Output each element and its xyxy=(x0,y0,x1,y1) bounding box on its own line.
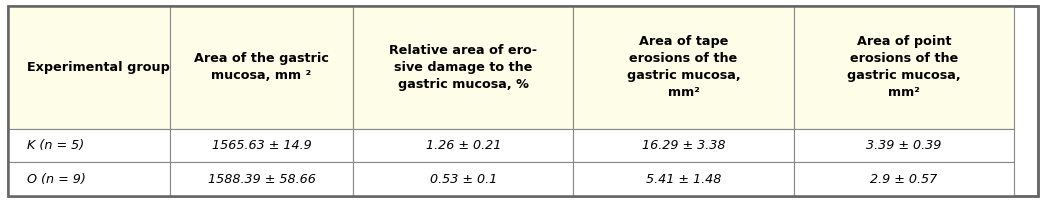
Bar xyxy=(169,162,354,196)
Bar xyxy=(8,162,169,196)
Text: Area of tape
erosions of the
gastric mucosa,
mm²: Area of tape erosions of the gastric muc… xyxy=(627,35,741,99)
Text: 16.29 ± 3.38: 16.29 ± 3.38 xyxy=(642,139,725,152)
Bar xyxy=(169,6,354,128)
Bar xyxy=(794,162,1014,196)
Bar xyxy=(8,6,169,128)
Bar xyxy=(794,128,1014,162)
Text: 3.39 ± 0.39: 3.39 ± 0.39 xyxy=(866,139,941,152)
Text: 0.53 ± 0.1: 0.53 ± 0.1 xyxy=(430,173,497,186)
Text: Area of point
erosions of the
gastric mucosa,
mm²: Area of point erosions of the gastric mu… xyxy=(847,35,960,99)
Text: Relative area of ero-
sive damage to the
gastric mucosa, %: Relative area of ero- sive damage to the… xyxy=(389,44,538,91)
Text: K (n = 5): K (n = 5) xyxy=(27,139,85,152)
Bar xyxy=(354,162,573,196)
Text: 5.41 ± 1.48: 5.41 ± 1.48 xyxy=(645,173,722,186)
Bar xyxy=(573,128,794,162)
Text: O (n = 9): O (n = 9) xyxy=(27,173,86,186)
Text: Experimental group: Experimental group xyxy=(27,61,170,74)
Bar xyxy=(573,162,794,196)
Bar xyxy=(169,128,354,162)
Bar xyxy=(354,128,573,162)
Bar xyxy=(573,6,794,128)
Text: Area of the gastric
mucosa, mm ²: Area of the gastric mucosa, mm ² xyxy=(195,52,329,82)
Text: 1565.63 ± 14.9: 1565.63 ± 14.9 xyxy=(211,139,312,152)
Bar xyxy=(794,6,1014,128)
Text: 2.9 ± 0.57: 2.9 ± 0.57 xyxy=(870,173,937,186)
Text: 1588.39 ± 58.66: 1588.39 ± 58.66 xyxy=(207,173,316,186)
Text: 1.26 ± 0.21: 1.26 ± 0.21 xyxy=(426,139,501,152)
Bar xyxy=(354,6,573,128)
Bar xyxy=(8,128,169,162)
